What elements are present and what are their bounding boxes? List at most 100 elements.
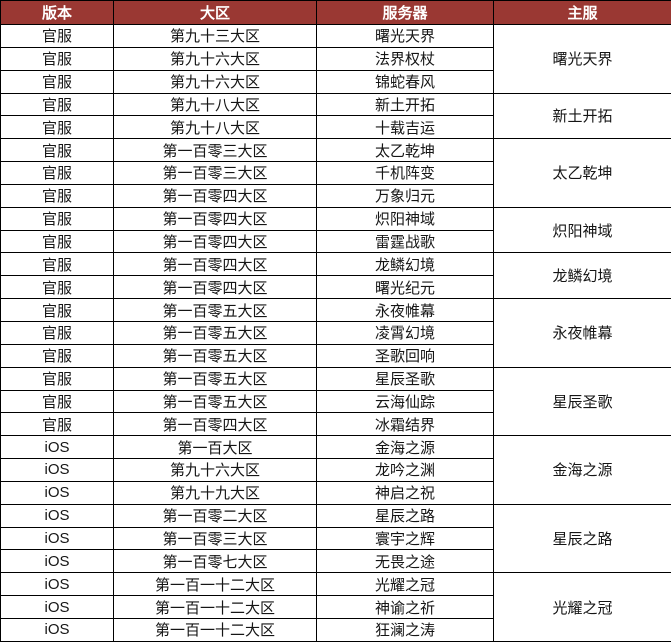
table-row: iOS 第九十六大区 龙吟之渊 xyxy=(0,458,671,482)
version-cell: 官服 xyxy=(0,138,114,163)
region-cell: 第一百零四大区 xyxy=(113,275,317,300)
region-cell: 第九十六大区 xyxy=(113,46,317,71)
table-row: iOS 第一百零七大区 无畏之途 xyxy=(0,549,671,574)
version-cell: iOS xyxy=(0,617,114,642)
region-cell: 第一百零四大区 xyxy=(113,206,317,231)
server-cell: 冰霜结界 xyxy=(316,412,494,437)
main-server-cell: 龙鳞幻境 xyxy=(493,252,671,300)
version-cell: 官服 xyxy=(0,24,114,48)
table-row: 官服 第一百零四大区 万象归元 xyxy=(0,183,671,208)
version-cell: 官服 xyxy=(0,206,114,231)
table-row: 官服 第一百零四大区 龙鳞幻境 龙鳞幻境 xyxy=(0,252,671,300)
region-cell: 第九十八大区 xyxy=(113,92,317,117)
region-cell: 第一百一十二大区 xyxy=(113,617,317,642)
server-cell: 新土开拓 xyxy=(316,92,494,117)
server-cell: 凌霄幻境 xyxy=(316,320,494,345)
table-row: 官服 第一百零五大区 云海仙踪 xyxy=(0,389,671,414)
server-cell: 圣歌回响 xyxy=(316,343,494,368)
version-cell: iOS xyxy=(0,435,114,460)
table-row: 官服 第九十八大区 新土开拓 新土开拓 xyxy=(0,92,671,140)
table-row: 官服 第一百零三大区 太乙乾坤 太乙乾坤 xyxy=(0,138,671,208)
table-row: iOS 第九十九大区 神启之祝 xyxy=(0,480,671,505)
region-cell: 第一百零五大区 xyxy=(113,343,317,368)
version-cell: 官服 xyxy=(0,298,114,322)
version-cell: 官服 xyxy=(0,412,114,437)
region-cell: 第一百零三大区 xyxy=(113,526,317,551)
version-cell: iOS xyxy=(0,503,114,528)
region-cell: 第一百一十二大区 xyxy=(113,572,317,597)
main-server-cell: 新土开拓 xyxy=(493,92,671,140)
header-cell-main-server: 主服 xyxy=(493,0,671,25)
server-cell: 锦蛇春风 xyxy=(316,69,494,94)
version-cell: iOS xyxy=(0,480,114,505)
region-cell: 第一百零五大区 xyxy=(113,298,317,322)
version-cell: 官服 xyxy=(0,343,114,368)
table-row: iOS 第一百一十二大区 狂澜之涛 xyxy=(0,617,671,642)
table-row: 官服 第一百零四大区 雷霆战歌 xyxy=(0,229,671,254)
server-cell: 神启之祝 xyxy=(316,480,494,505)
version-cell: 官服 xyxy=(0,229,114,254)
server-cell: 万象归元 xyxy=(316,183,494,208)
table-row: 官服 第九十三大区 曙光天界 曙光天界 xyxy=(0,24,671,94)
table-row: iOS 第一百零二大区 星辰之路 星辰之路 xyxy=(0,503,671,574)
server-cell: 曙光纪元 xyxy=(316,275,494,300)
server-cell: 星辰之路 xyxy=(316,503,494,528)
header-cell-server: 服务器 xyxy=(316,0,494,25)
region-cell: 第九十六大区 xyxy=(113,69,317,94)
server-cell: 十载吉运 xyxy=(316,115,494,140)
version-cell: 官服 xyxy=(0,92,114,117)
region-cell: 第一百大区 xyxy=(113,435,317,460)
version-cell: iOS xyxy=(0,572,114,597)
server-cell: 千机阵变 xyxy=(316,161,494,185)
main-server-cell: 星辰之路 xyxy=(493,503,671,574)
region-cell: 第九十六大区 xyxy=(113,458,317,482)
main-server-cell: 金海之源 xyxy=(493,435,671,505)
region-cell: 第一百零二大区 xyxy=(113,503,317,528)
version-cell: 官服 xyxy=(0,366,114,391)
region-cell: 第一百零四大区 xyxy=(113,412,317,437)
table-row: 官服 第九十六大区 法界权杖 xyxy=(0,46,671,71)
server-cell: 神谕之祈 xyxy=(316,595,494,619)
region-cell: 第九十九大区 xyxy=(113,480,317,505)
server-cell: 曙光天界 xyxy=(316,24,494,48)
version-cell: 官服 xyxy=(0,69,114,94)
header-row: 版本 大区 服务器 主服 xyxy=(0,0,671,25)
server-cell: 永夜帷幕 xyxy=(316,298,494,322)
region-cell: 第一百零五大区 xyxy=(113,389,317,414)
main-server-cell: 星辰圣歌 xyxy=(493,366,671,437)
table-row: 官服 第一百零四大区 冰霜结界 xyxy=(0,412,671,437)
region-cell: 第一百零五大区 xyxy=(113,320,317,345)
main-server-cell: 曙光天界 xyxy=(493,24,671,94)
server-cell: 寰宇之辉 xyxy=(316,526,494,551)
region-cell: 第一百零四大区 xyxy=(113,252,317,277)
version-cell: iOS xyxy=(0,595,114,619)
region-cell: 第一百零七大区 xyxy=(113,549,317,574)
table-row: 官服 第一百零五大区 圣歌回响 xyxy=(0,343,671,368)
region-cell: 第一百零四大区 xyxy=(113,183,317,208)
region-cell: 第九十三大区 xyxy=(113,24,317,48)
server-cell: 炽阳神域 xyxy=(316,206,494,231)
server-cell: 金海之源 xyxy=(316,435,494,460)
table-row: 官服 第一百零五大区 永夜帷幕 永夜帷幕 xyxy=(0,298,671,368)
server-cell: 星辰圣歌 xyxy=(316,366,494,391)
server-cell: 太乙乾坤 xyxy=(316,138,494,163)
region-cell: 第一百零四大区 xyxy=(113,229,317,254)
table-row: iOS 第一百一十二大区 光耀之冠 光耀之冠 xyxy=(0,572,671,642)
table-row: 官服 第一百零五大区 星辰圣歌 星辰圣歌 xyxy=(0,366,671,437)
region-cell: 第一百一十二大区 xyxy=(113,595,317,619)
table-body: 官服 第九十三大区 曙光天界 曙光天界 官服 第九十六大区 法界权杖 官服 第九十六大区 锦蛇春风… xyxy=(0,24,671,642)
version-cell: 官服 xyxy=(0,252,114,277)
table-row: iOS 第一百零三大区 寰宇之辉 xyxy=(0,526,671,551)
version-cell: 官服 xyxy=(0,115,114,140)
version-cell: iOS xyxy=(0,458,114,482)
server-cell: 光耀之冠 xyxy=(316,572,494,597)
region-cell: 第一百零三大区 xyxy=(113,161,317,185)
version-cell: 官服 xyxy=(0,320,114,345)
region-cell: 第一百零五大区 xyxy=(113,366,317,391)
server-cell: 云海仙踪 xyxy=(316,389,494,414)
table-row: 官服 第一百零五大区 凌霄幻境 xyxy=(0,320,671,345)
server-cell: 龙鳞幻境 xyxy=(316,252,494,277)
version-cell: 官服 xyxy=(0,46,114,71)
version-cell: 官服 xyxy=(0,161,114,185)
